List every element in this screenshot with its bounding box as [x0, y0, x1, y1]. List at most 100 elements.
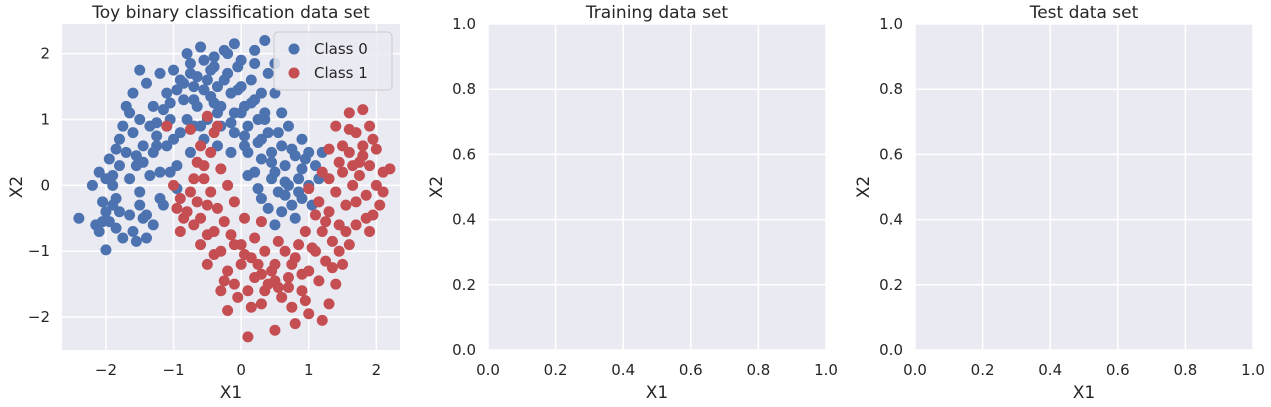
y-tick-label: 1	[40, 110, 50, 128]
point-series-1	[184, 186, 196, 198]
point-series-1	[357, 150, 369, 162]
point-series-0	[188, 94, 200, 106]
legend-box	[273, 31, 393, 91]
point-series-0	[198, 54, 210, 66]
point-series-1	[205, 186, 217, 198]
point-series-1	[289, 318, 301, 330]
point-series-1	[218, 216, 230, 228]
point-series-1	[255, 268, 267, 280]
point-series-1	[384, 163, 396, 175]
x-tick-label: 1	[304, 361, 314, 379]
point-series-0	[161, 87, 173, 99]
point-series-1	[353, 169, 365, 181]
point-series-0	[259, 34, 271, 46]
point-series-0	[289, 212, 301, 224]
point-series-0	[255, 87, 267, 99]
y-tick-label: 0.0	[452, 341, 476, 359]
point-series-1	[337, 166, 349, 178]
point-series-0	[218, 74, 230, 86]
point-series-0	[198, 84, 210, 96]
point-series-0	[103, 216, 115, 228]
point-series-1	[357, 140, 369, 152]
point-series-0	[195, 41, 207, 53]
point-series-1	[316, 225, 328, 237]
point-series-1	[228, 239, 240, 251]
point-series-1	[255, 216, 267, 228]
point-series-0	[276, 140, 288, 152]
point-series-1	[299, 295, 311, 307]
point-series-0	[113, 160, 125, 172]
point-series-0	[279, 176, 291, 188]
point-series-0	[262, 202, 274, 214]
point-series-0	[286, 143, 298, 155]
point-series-0	[147, 146, 159, 158]
point-series-0	[130, 235, 142, 247]
point-series-0	[222, 48, 234, 60]
point-series-0	[249, 58, 261, 70]
point-series-0	[208, 97, 220, 109]
point-series-1	[313, 275, 325, 287]
point-series-0	[279, 160, 291, 172]
chart-title: Test data set	[1029, 3, 1139, 23]
point-series-1	[370, 143, 382, 155]
point-series-0	[262, 127, 274, 139]
point-series-0	[242, 120, 254, 132]
point-series-0	[282, 120, 294, 132]
point-series-0	[184, 58, 196, 70]
point-series-1	[316, 166, 328, 178]
point-series-1	[364, 160, 376, 172]
point-series-1	[310, 209, 321, 221]
point-series-0	[73, 212, 85, 224]
point-series-1	[174, 193, 186, 205]
point-series-1	[201, 110, 213, 122]
point-series-0	[225, 117, 237, 129]
point-series-1	[239, 212, 251, 224]
point-series-0	[171, 160, 183, 172]
point-series-1	[255, 298, 267, 310]
point-series-0	[211, 81, 223, 93]
point-series-0	[184, 67, 196, 79]
point-series-1	[367, 133, 379, 145]
y-tick-label: −1	[28, 242, 50, 260]
point-series-1	[316, 314, 328, 326]
y-tick-label: 0.4	[879, 211, 903, 229]
point-series-1	[239, 249, 251, 261]
point-series-0	[137, 140, 149, 152]
point-series-0	[110, 143, 122, 155]
point-series-1	[364, 120, 376, 132]
subplot-1: −2 −1 0 1 2 −2 −1 0 1 2 Toy binary classification …	[7, 3, 400, 403]
point-series-1	[272, 235, 284, 247]
point-series-1	[282, 281, 294, 293]
x-tick-label: 0.2	[544, 361, 568, 379]
x-tick-label: 0.8	[1173, 361, 1197, 379]
x-axis-label: X1	[220, 383, 242, 403]
point-series-0	[255, 153, 267, 165]
point-series-1	[296, 268, 308, 280]
point-series-1	[340, 225, 352, 237]
y-axis-label: X2	[854, 176, 874, 198]
point-series-0	[144, 169, 156, 181]
point-series-0	[211, 107, 223, 119]
point-series-1	[374, 199, 386, 211]
point-series-1	[235, 258, 247, 270]
legend: Class 0 Class 1	[273, 31, 393, 91]
point-series-0	[171, 84, 183, 96]
point-series-0	[107, 169, 119, 181]
point-series-0	[168, 133, 180, 145]
point-series-0	[252, 137, 264, 149]
point-series-0	[154, 166, 166, 178]
point-series-1	[303, 308, 315, 320]
point-series-0	[141, 77, 152, 89]
point-series-0	[97, 196, 109, 208]
data-points	[73, 34, 396, 343]
y-tick-label: 1.0	[452, 15, 476, 33]
point-series-1	[218, 275, 230, 287]
x-tick-label: 0	[236, 361, 246, 379]
point-series-0	[93, 166, 105, 178]
point-series-1	[306, 242, 318, 254]
point-series-1	[171, 202, 183, 214]
x-tick-label: 0.0	[903, 361, 927, 379]
point-series-1	[330, 120, 342, 132]
point-series-1	[330, 278, 342, 290]
